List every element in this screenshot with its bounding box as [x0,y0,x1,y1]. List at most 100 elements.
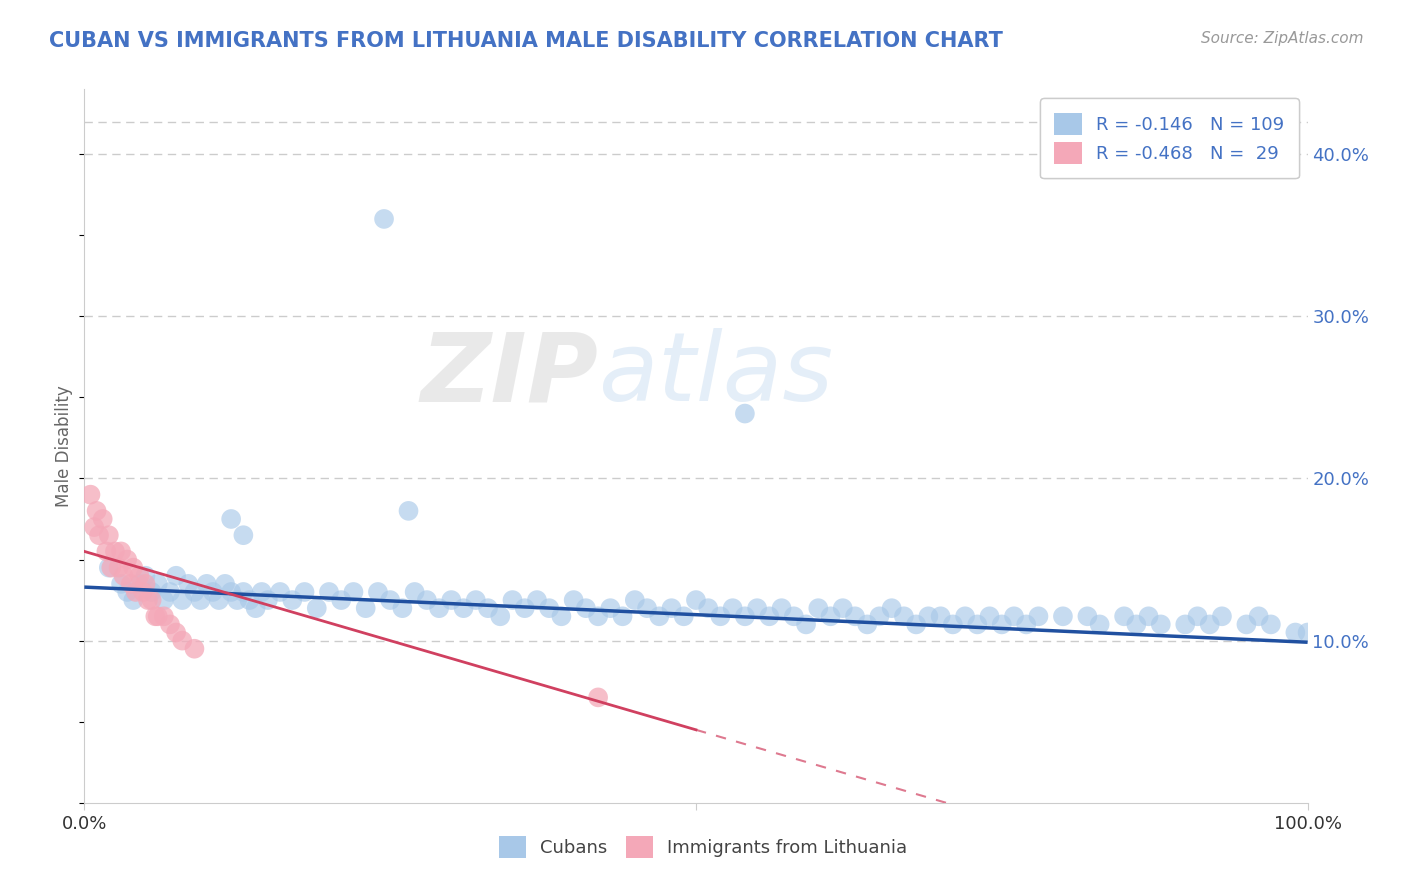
Point [489,609,512,624]
Point [165,625,187,640]
Point [132,585,155,599]
Point [128,577,150,591]
Point [97,528,120,542]
Point [159,585,181,599]
Point [586,609,609,624]
Point [979,609,1001,624]
Point [112,568,135,582]
Point [404,585,426,599]
Point [550,609,572,624]
Point [1296,625,1319,640]
Point [1284,625,1306,640]
Point [330,593,353,607]
Point [440,593,463,607]
Point [648,609,671,624]
Point [624,593,647,607]
Point [880,601,903,615]
Point [562,593,585,607]
Point [190,593,212,607]
Point [1187,609,1209,624]
Point [135,568,157,582]
Point [86,504,108,518]
Point [219,512,242,526]
Point [79,488,101,502]
Point [100,560,122,574]
Point [305,601,328,615]
Point [831,601,853,615]
Point [104,544,127,558]
Point [226,593,249,607]
Point [110,577,132,591]
Point [502,593,524,607]
Y-axis label: Male Disability: Male Disability [55,385,73,507]
Point [1002,609,1025,624]
Point [794,617,817,632]
Point [136,593,159,607]
Point [1198,617,1220,632]
Point [165,568,187,582]
Legend: R = -0.146   N = 109, R = -0.468   N =  29: R = -0.146 N = 109, R = -0.468 N = 29 [1040,98,1299,178]
Point [709,609,731,624]
Point [636,601,658,615]
Point [125,585,148,599]
Text: atlas: atlas [598,328,834,421]
Point [232,585,254,599]
Point [586,690,609,705]
Point [373,211,395,226]
Point [120,577,142,591]
Point [1028,609,1050,624]
Point [661,601,683,615]
Point [991,617,1014,632]
Point [135,577,157,591]
Point [856,617,879,632]
Point [96,544,118,558]
Point [195,577,218,591]
Point [464,593,486,607]
Point [159,617,181,632]
Point [1015,617,1038,632]
Point [1260,617,1282,632]
Point [294,585,316,599]
Point [1236,617,1258,632]
Point [942,617,965,632]
Point [672,609,695,624]
Point [238,593,260,607]
Point [966,617,988,632]
Point [141,585,163,599]
Point [219,585,242,599]
Point [721,601,744,615]
Point [122,593,145,607]
Point [128,568,150,582]
Point [177,577,200,591]
Point [1137,609,1160,624]
Point [354,601,377,615]
Legend: Cubans, Immigrants from Lithuania: Cubans, Immigrants from Lithuania [492,829,914,865]
Point [1114,609,1136,624]
Point [122,560,145,574]
Point [416,593,439,607]
Point [183,585,205,599]
Point [1247,609,1270,624]
Point [232,528,254,542]
Point [734,407,756,421]
Point [734,609,756,624]
Point [172,593,194,607]
Point [107,560,129,574]
Point [380,593,402,607]
Point [391,601,413,615]
Point [1150,617,1173,632]
Point [97,560,120,574]
Point [869,609,891,624]
Point [697,601,720,615]
Point [153,593,176,607]
Point [143,609,166,624]
Point [245,601,267,615]
Point [599,601,621,615]
Point [538,601,561,615]
Text: CUBAN VS IMMIGRANTS FROM LITHUANIA MALE DISABILITY CORRELATION CHART: CUBAN VS IMMIGRANTS FROM LITHUANIA MALE … [49,31,1002,51]
Point [758,609,780,624]
Point [612,609,634,624]
Point [141,593,163,607]
Point [783,609,806,624]
Point [281,593,304,607]
